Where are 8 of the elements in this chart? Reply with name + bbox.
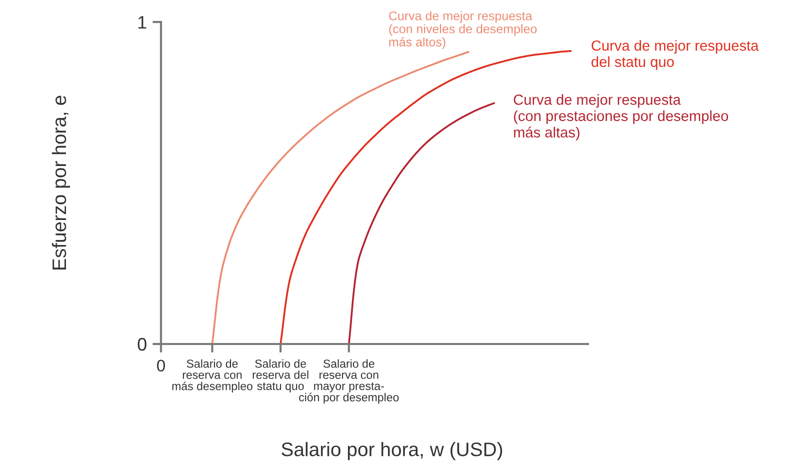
x-tick-label: Salario de reserva con más desempleo [172, 359, 252, 392]
series-label: Curva de mejor respuesta (con prestaciones por desempleo más altas) [514, 94, 728, 140]
y-tick-label: 1 [138, 16, 146, 29]
series-label: Curva de mejor respuesta del statu quo [592, 40, 759, 70]
y-axis-title: Esfuerzo por hora, e [52, 96, 70, 270]
x-tick-label: 0 [157, 360, 165, 372]
series-label: Curva de mejor respuesta (con niveles de desempleo más altos) [389, 11, 537, 49]
x-axis-title: Salario por hora, w (USD) [282, 442, 502, 460]
